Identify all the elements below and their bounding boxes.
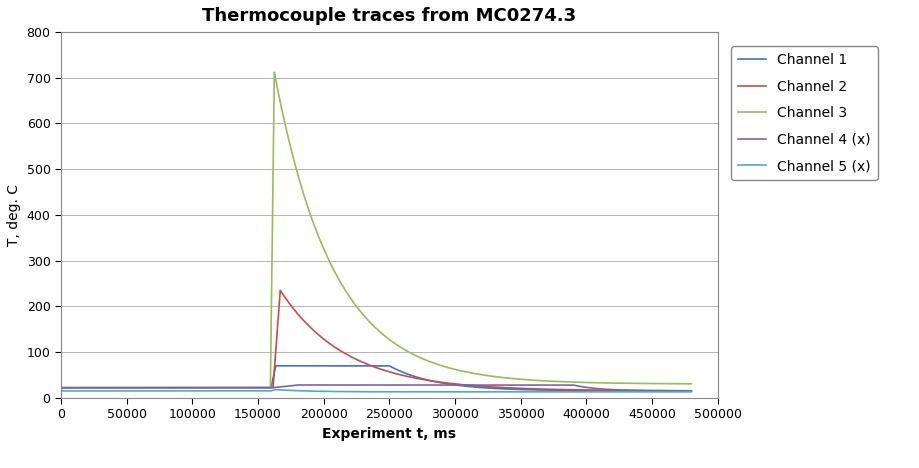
Channel 1 xyxy=(297,363,308,369)
Channel 5 (x) xyxy=(435,389,446,395)
Channel 4 (x) xyxy=(207,385,218,391)
Channel 5 (x) xyxy=(207,388,218,394)
Channel 3 xyxy=(98,385,109,391)
Channel 2 xyxy=(523,386,534,391)
Channel 1 xyxy=(207,385,218,391)
Channel 3 xyxy=(523,377,534,383)
Channel 2 xyxy=(397,373,408,378)
Channel 1 xyxy=(523,387,534,393)
Channel 5 (x) xyxy=(297,388,308,394)
Channel 4 (x) xyxy=(55,385,66,391)
Channel 2 xyxy=(435,380,446,385)
Channel 4 (x) xyxy=(297,382,308,388)
Channel 3 xyxy=(55,385,66,391)
X-axis label: Experiment t, ms: Experiment t, ms xyxy=(322,427,456,441)
Legend: Channel 1, Channel 2, Channel 3, Channel 4 (x), Channel 5 (x): Channel 1, Channel 2, Channel 3, Channel… xyxy=(731,46,877,180)
Channel 2 xyxy=(207,385,218,391)
Channel 5 (x) xyxy=(269,387,280,392)
Y-axis label: T, deg. C: T, deg. C xyxy=(7,184,21,246)
Channel 4 (x) xyxy=(98,385,109,391)
Line: Channel 4 (x): Channel 4 (x) xyxy=(61,385,690,391)
Channel 3 xyxy=(397,346,408,351)
Channel 3 xyxy=(268,69,279,75)
Channel 1 xyxy=(397,369,408,375)
Title: Thermocouple traces from MC0274.3: Thermocouple traces from MC0274.3 xyxy=(202,7,575,25)
Channel 4 (x) xyxy=(291,382,302,388)
Channel 3 xyxy=(685,381,696,387)
Line: Channel 1: Channel 1 xyxy=(61,366,690,391)
Channel 5 (x) xyxy=(98,388,109,394)
Channel 5 (x) xyxy=(685,389,696,395)
Channel 5 (x) xyxy=(55,388,66,394)
Channel 2 xyxy=(98,385,109,391)
Channel 3 xyxy=(435,363,446,368)
Channel 4 (x) xyxy=(435,382,446,388)
Channel 5 (x) xyxy=(523,389,534,395)
Channel 5 (x) xyxy=(397,389,408,395)
Channel 4 (x) xyxy=(397,382,408,388)
Channel 4 (x) xyxy=(685,388,696,394)
Channel 1 xyxy=(685,388,696,394)
Line: Channel 5 (x): Channel 5 (x) xyxy=(61,389,690,392)
Channel 4 (x) xyxy=(523,382,534,388)
Channel 2 xyxy=(55,385,66,391)
Channel 2 xyxy=(685,388,696,394)
Channel 1 xyxy=(270,363,281,369)
Channel 1 xyxy=(55,385,66,391)
Line: Channel 3: Channel 3 xyxy=(61,72,690,388)
Channel 3 xyxy=(297,187,308,193)
Channel 1 xyxy=(98,385,109,391)
Line: Channel 2: Channel 2 xyxy=(61,290,690,391)
Channel 2 xyxy=(275,287,286,293)
Channel 2 xyxy=(297,316,308,322)
Channel 3 xyxy=(207,385,218,391)
Channel 1 xyxy=(435,380,446,386)
